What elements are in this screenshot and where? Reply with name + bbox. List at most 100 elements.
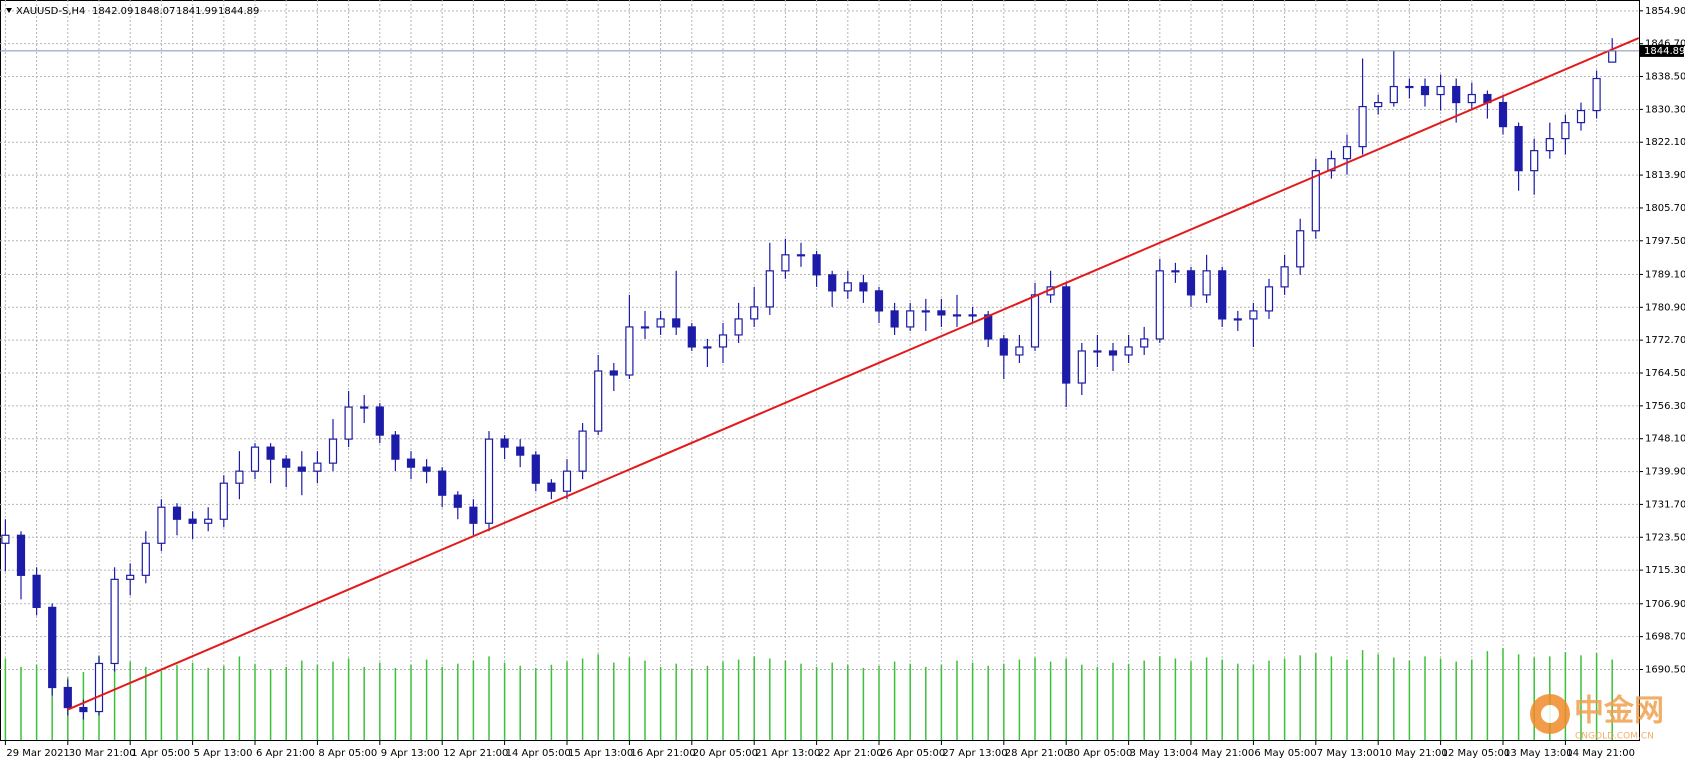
candle-body (126, 574, 135, 580)
candle-body (63, 686, 72, 709)
x-tick-label: 13 May 13:00 (1504, 748, 1573, 759)
candle-body (1077, 350, 1086, 384)
candle-body (609, 370, 618, 376)
candle-body (1296, 230, 1305, 268)
candle-body (1420, 85, 1430, 96)
x-tick-label: 12 Apr 21:00 (443, 748, 508, 759)
candle-body (672, 318, 681, 328)
x-tick-label: 14 Apr 05:00 (506, 748, 571, 759)
candle-body (1452, 85, 1461, 104)
candle-body (1171, 270, 1180, 273)
x-tick-label: 3 May 13:00 (1130, 748, 1192, 759)
y-tick-label: 1789.10 (1645, 269, 1685, 280)
header-high: 1848.07 (134, 6, 175, 17)
candle-body (812, 254, 821, 276)
x-tick-label: 7 May 13:00 (1317, 748, 1379, 759)
candle-body (219, 482, 228, 520)
candle-body (1608, 50, 1617, 63)
x-tick-label: 6 May 05:00 (1254, 748, 1316, 759)
x-tick-label: 12 May 05:00 (1442, 748, 1511, 759)
x-tick-label: 29 Mar 2021 (6, 748, 69, 759)
candle-body (48, 606, 57, 689)
candle-body (937, 310, 946, 316)
y-tick-label: 1756.30 (1645, 401, 1685, 412)
x-tick-label: 16 Apr 21:00 (630, 748, 695, 759)
candle-body (1062, 286, 1071, 384)
candle-body (1249, 310, 1258, 320)
candle-layer (1, 38, 1617, 720)
candle-body (1186, 270, 1196, 296)
candle-body (906, 310, 915, 328)
candle-body (687, 326, 696, 348)
y-tick-label: 1764.50 (1645, 368, 1685, 379)
candle-body (1, 534, 10, 544)
candle-body (1576, 109, 1586, 124)
candle-body (1405, 85, 1414, 89)
candle-body (968, 314, 977, 317)
candle-body (781, 254, 790, 272)
candle-body (110, 578, 119, 665)
candle-body (375, 406, 384, 436)
candle-body (1202, 270, 1211, 296)
header-low: 1841.99 (176, 6, 217, 17)
candle-body (1389, 85, 1398, 104)
candle-body (1124, 346, 1133, 356)
x-tick-label: 5 Apr 13:00 (194, 748, 253, 759)
candle-body (874, 290, 884, 312)
candle-body (578, 430, 587, 472)
candle-body (547, 482, 556, 492)
candle-body (266, 446, 275, 460)
candle-body (360, 406, 369, 409)
candle-body (484, 438, 494, 524)
candle-body (391, 434, 400, 460)
candle-body (500, 438, 509, 448)
x-tick-label: 22 Apr 21:00 (818, 748, 883, 759)
candle-body (1233, 318, 1242, 321)
candle-body (1561, 121, 1570, 140)
candle-body (796, 254, 806, 257)
y-tick-label: 1846.70 (1645, 39, 1685, 50)
x-tick-label: 30 Apr 05:00 (1067, 748, 1132, 759)
candle-body (1015, 346, 1024, 356)
y-tick-label: 1723.50 (1645, 532, 1685, 543)
watermark-url: CNGOLD.COM.CN (1575, 732, 1654, 742)
x-tick-label: 20 Apr 05:00 (693, 748, 758, 759)
volume-layer (4, 648, 1613, 740)
candle-body (1436, 85, 1445, 96)
x-tick-label: 1 Apr 05:00 (131, 748, 190, 759)
candle-body (235, 470, 244, 484)
candle-body (843, 282, 852, 292)
candle-body (1374, 101, 1383, 108)
candle-body (282, 458, 291, 468)
y-tick-label: 1706.90 (1645, 599, 1685, 610)
x-tick-label: 4 May 21:00 (1192, 748, 1254, 759)
candle-body (594, 370, 603, 432)
candle-body (1467, 93, 1476, 104)
candle-body (1155, 270, 1164, 340)
price-label: 1844.89 (1644, 46, 1685, 57)
y-tick-label: 1772.70 (1645, 335, 1685, 346)
candle-body (1140, 338, 1149, 348)
candle-body (1342, 146, 1352, 160)
candle-body (1280, 266, 1289, 288)
y-tick-label: 1813.90 (1645, 170, 1685, 181)
y-tick-label: 1780.90 (1645, 302, 1685, 313)
trendline (67, 37, 1640, 711)
header-close: 1844.89 (218, 6, 259, 17)
watermark-logo-inner (1541, 705, 1559, 723)
watermark: 中金网 CNGOLD.COM.CN (1530, 694, 1664, 742)
candle-body (422, 466, 431, 472)
candle-body (1030, 294, 1040, 348)
candle-body (141, 542, 150, 576)
x-tick-label: 10 May 21:00 (1379, 748, 1448, 759)
y-tick-label: 1698.70 (1645, 632, 1685, 643)
candle-body (750, 306, 759, 320)
candle-body (406, 458, 416, 468)
candle-body (157, 506, 166, 544)
candle-body (718, 334, 728, 348)
candle-body (656, 318, 665, 328)
candle-body (1514, 126, 1523, 172)
plot-frame (0, 0, 1640, 741)
candle-body (734, 318, 743, 336)
